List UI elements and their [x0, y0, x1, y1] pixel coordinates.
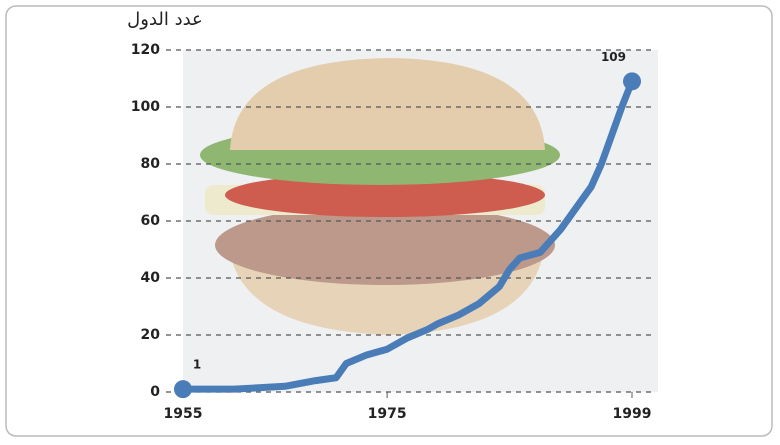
y-tick-label: 100 [131, 99, 160, 115]
y-tick-label: 0 [150, 384, 160, 400]
end-marker [174, 380, 192, 398]
chart-title: عدد الدول [127, 9, 203, 30]
annotation: 109 [601, 50, 626, 64]
end-marker [623, 72, 641, 90]
x-tick-label: 1999 [613, 406, 652, 422]
y-tick-label: 80 [141, 156, 161, 172]
y-tick-label: 20 [141, 327, 161, 343]
annotation: 1 [193, 358, 201, 372]
x-tick-label: 1955 [164, 406, 203, 422]
y-tick-label: 120 [131, 42, 160, 58]
y-tick-label: 60 [141, 213, 161, 229]
chart: عدد الدول 0 20 40 60 80 100 120 1955 1975 1999 1 10… [0, 0, 780, 445]
x-tick-label: 1975 [368, 406, 407, 422]
y-tick-label: 40 [141, 270, 161, 286]
burger-illustration [200, 58, 560, 335]
